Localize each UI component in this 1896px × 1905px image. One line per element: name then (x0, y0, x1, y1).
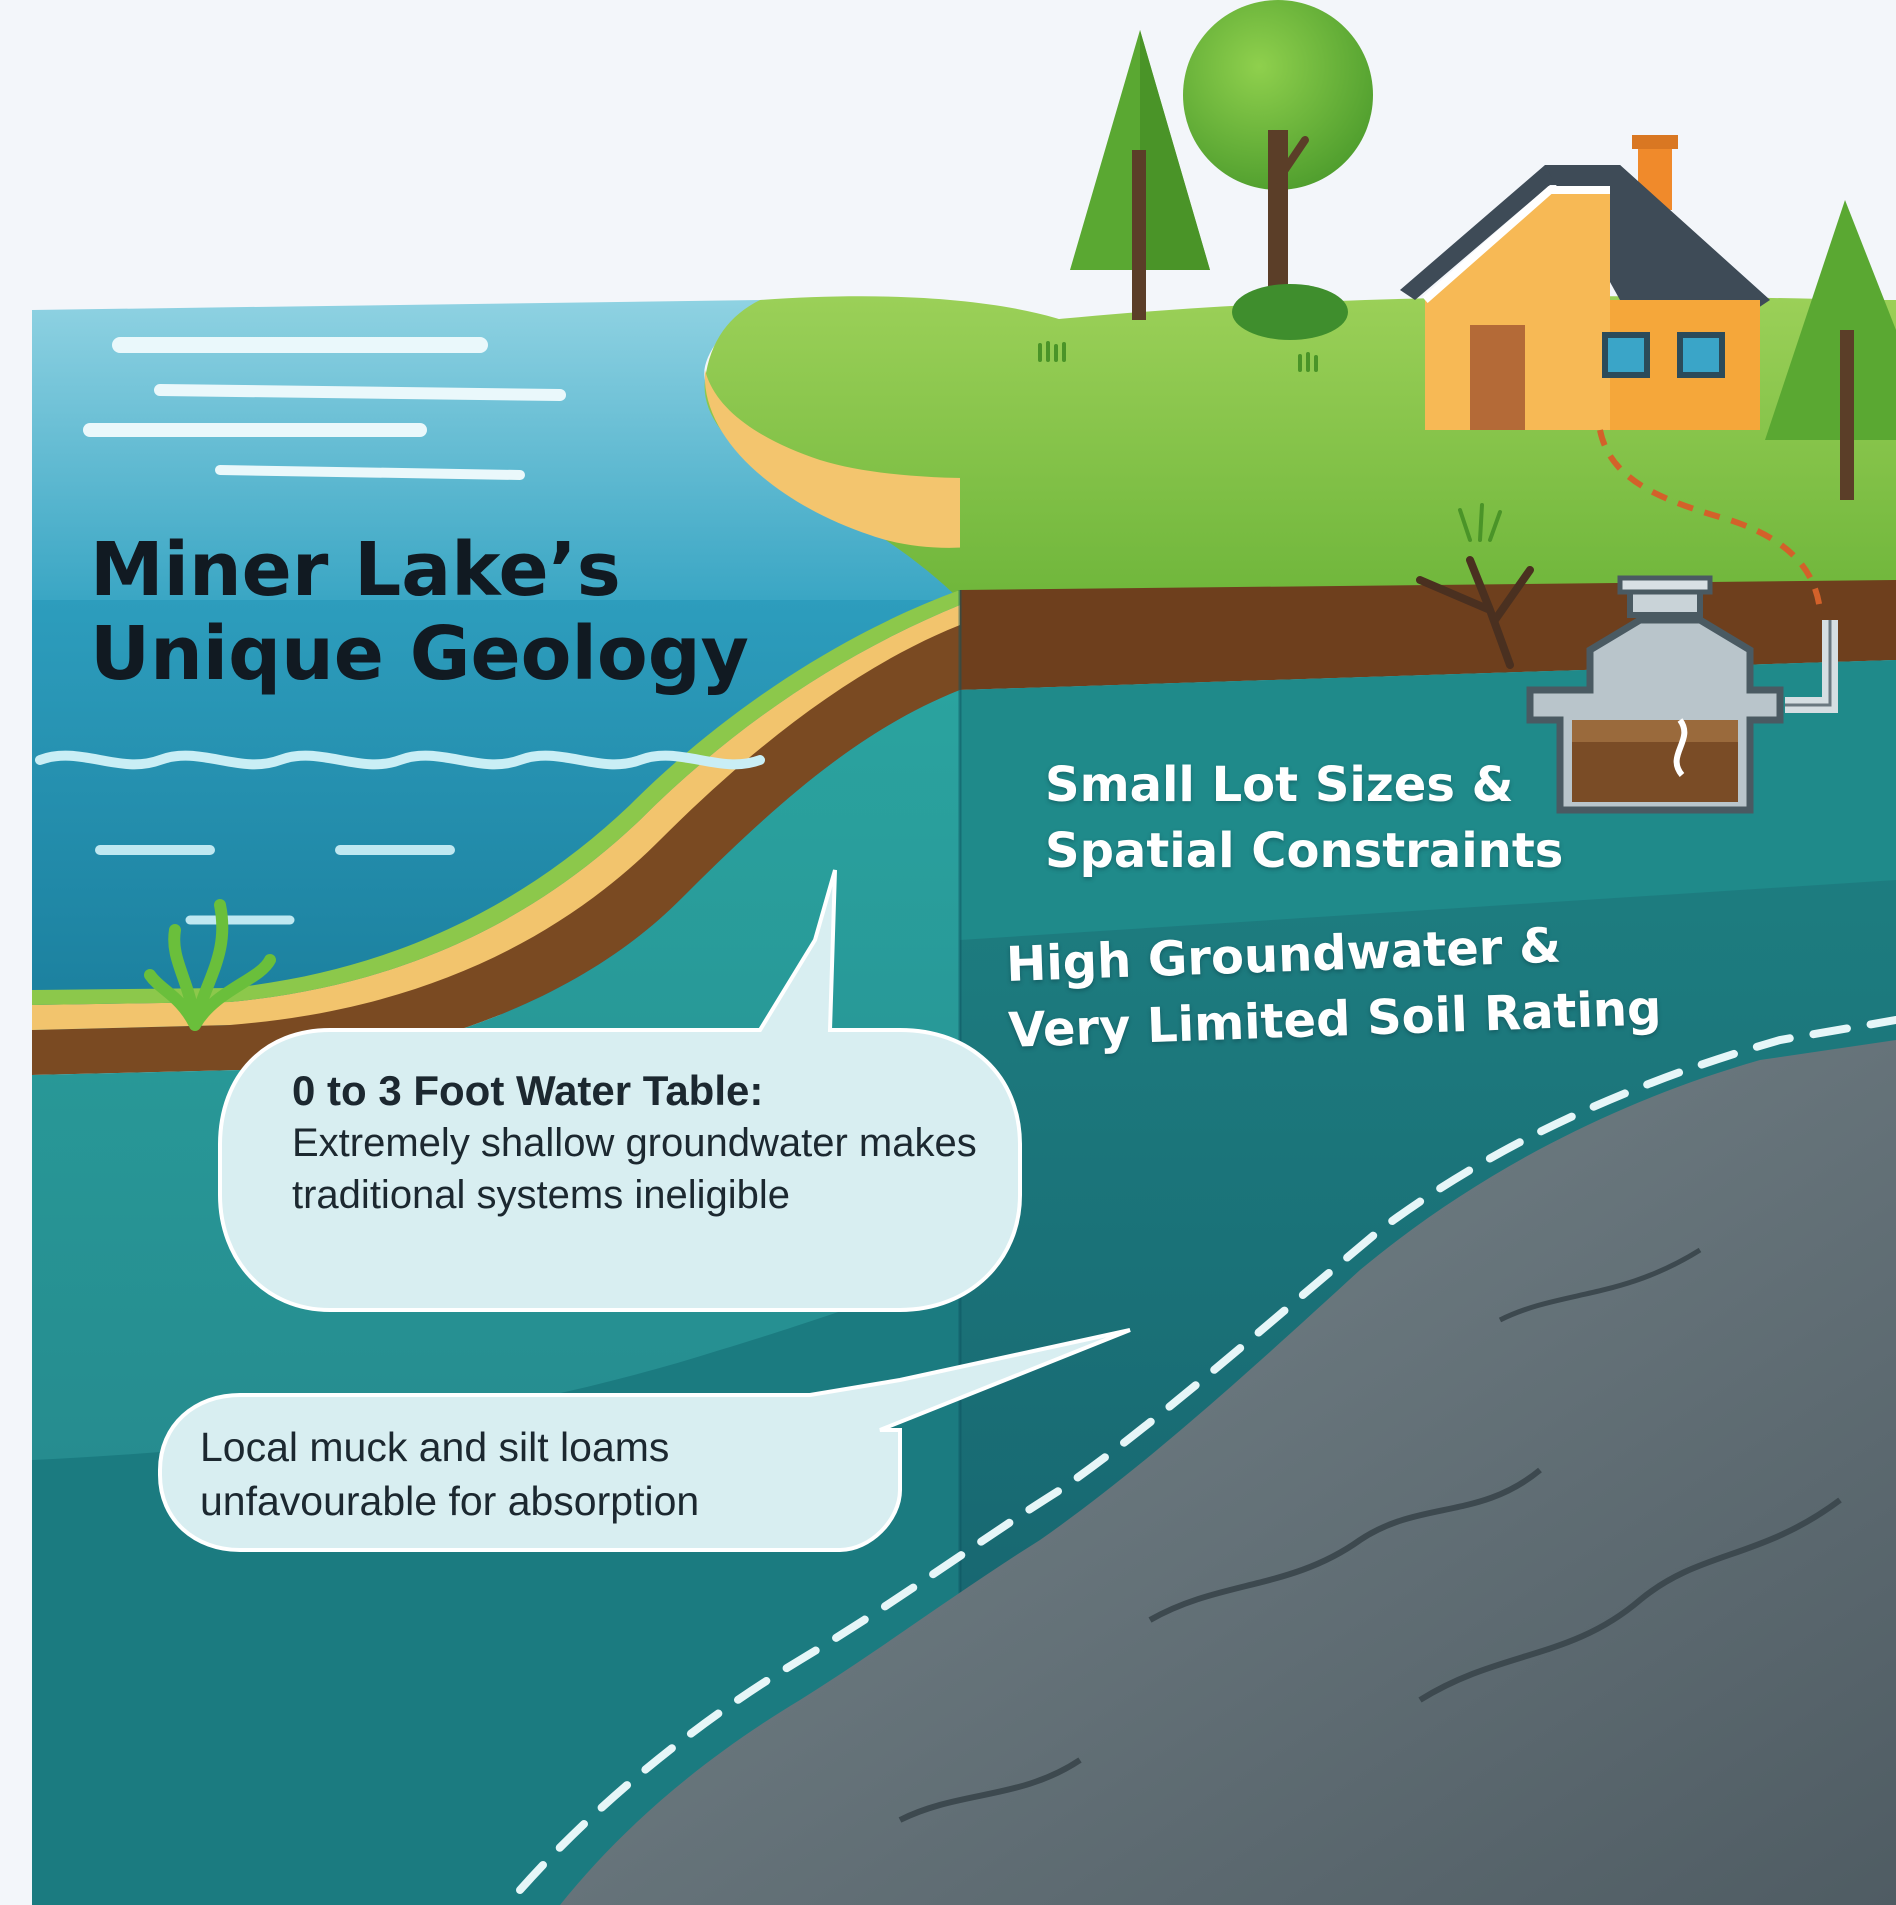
bedrock-mass (560, 1040, 1896, 1905)
grass-tufts (1038, 341, 1502, 542)
bedrock-crack-2 (1418, 1497, 1842, 1703)
septic-tank-icon (1526, 575, 1838, 814)
soil-callout: Local muck and silt loams unfavourable f… (200, 1420, 900, 1528)
house-window-2 (1677, 332, 1725, 378)
water-table-callout: 0 to 3 Foot Water Table: Extremely shall… (292, 1065, 1012, 1221)
water-table-callout-heading: 0 to 3 Foot Water Table: (292, 1067, 764, 1114)
lake-surface (32, 300, 980, 600)
water-table-callout-shape (218, 869, 1022, 1312)
house-window-1 (1602, 332, 1650, 378)
house-icon (1400, 135, 1770, 430)
topsoil-layer (32, 620, 960, 1075)
lot-sizes-label: Small Lot Sizes & Spatial Constraints (1045, 752, 1605, 884)
wave-line (35, 750, 765, 770)
sewer-pipe-dashed (1597, 429, 1823, 611)
sand-layer (32, 605, 960, 1030)
lake-highlight-4 (215, 465, 525, 480)
lake-highlight-2 (154, 384, 566, 401)
soil-callout-shape (158, 1328, 1131, 1552)
bedrock-crack-4 (1498, 1247, 1702, 1323)
water-table-dashed-line (516, 1016, 1896, 1894)
title-line-2: Unique Geology (90, 611, 749, 697)
right-pine-tree-icon (1765, 200, 1896, 500)
soil-callout-text: Local muck and silt loams unfavourable f… (200, 1424, 700, 1524)
groundwater-label: High Groundwater & Very Limited Soil Rat… (1005, 908, 1709, 1064)
house-door (1470, 325, 1525, 430)
title-line-1: Miner Lake’s (90, 527, 621, 613)
bedrock (516, 1016, 1896, 1905)
trees (1070, 0, 1896, 500)
water-table-callout-body: Extremely shallow groundwater makes trad… (292, 1121, 977, 1217)
lot-sizes-line-1: Small Lot Sizes & (1045, 757, 1514, 813)
diagram-title: Miner Lake’s Unique Geology (90, 528, 750, 696)
aquatic-plant-icon (144, 899, 276, 1031)
shrub-icon (1416, 556, 1534, 669)
lot-sizes-line-2: Spatial Constraints (1045, 823, 1564, 879)
pine-tree-icon (1070, 30, 1210, 320)
bedrock-crack-3 (898, 1757, 1082, 1823)
round-tree-icon (1183, 0, 1373, 340)
bedrock-crack-1 (1148, 1467, 1542, 1623)
grass-strip (32, 590, 960, 1005)
